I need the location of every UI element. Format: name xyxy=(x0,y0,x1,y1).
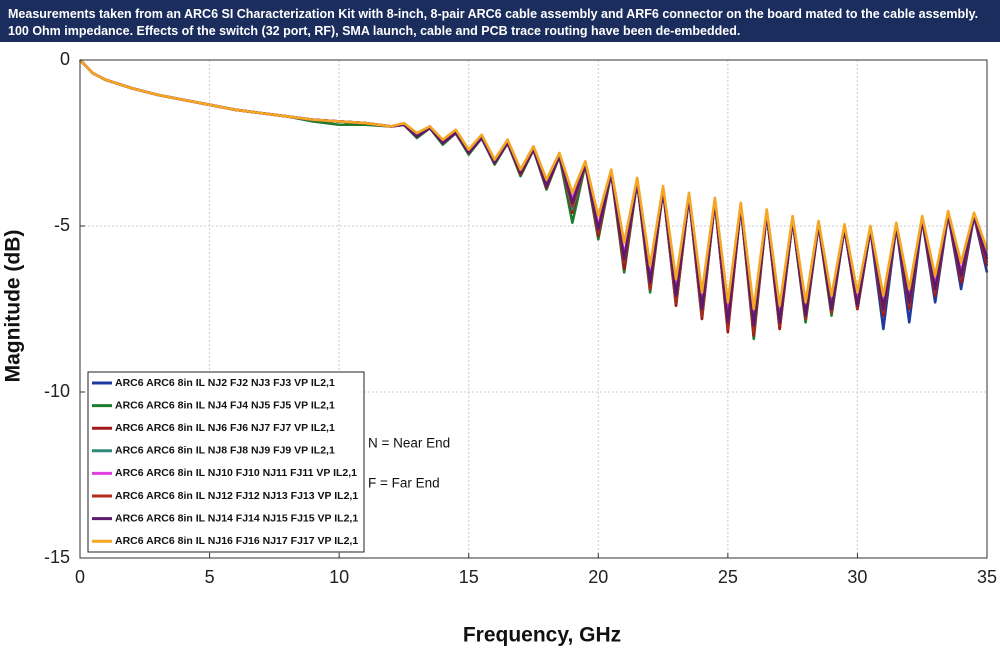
plot-frame xyxy=(79,59,988,559)
legend-label: ARC6 ARC6 8in IL NJ8 FJ8 NJ9 FJ9 VP IL2,… xyxy=(115,445,335,457)
y-tick-label: -15 xyxy=(44,547,70,567)
legend-label: ARC6 ARC6 8in IL NJ2 FJ2 NJ3 FJ3 VP IL2,… xyxy=(115,377,335,389)
x-tick-label: 35 xyxy=(977,567,997,587)
x-tick-label: 25 xyxy=(718,567,738,587)
x-tick-label: 5 xyxy=(205,567,215,587)
annotation: N = Near End xyxy=(368,436,450,451)
legend-label: ARC6 ARC6 8in IL NJ10 FJ10 NJ11 FJ11 VP … xyxy=(115,467,357,479)
y-axis-label: Magnitude (dB) xyxy=(2,230,25,383)
legend-label: ARC6 ARC6 8in IL NJ12 FJ12 NJ13 FJ13 VP … xyxy=(115,490,358,502)
annotation: F = Far End xyxy=(368,476,440,491)
x-tick-label: 10 xyxy=(329,567,349,587)
y-tick-label: -10 xyxy=(44,381,70,401)
legend-box xyxy=(87,371,365,553)
header-line: 100 Ohm impedance. Effects of the switch… xyxy=(8,24,740,38)
y-tick-label: -5 xyxy=(54,215,70,235)
legend-label: ARC6 ARC6 8in IL NJ14 FJ14 NJ15 FJ15 VP … xyxy=(115,512,358,524)
x-tick-label: 20 xyxy=(588,567,608,587)
x-axis-label: Frequency, GHz xyxy=(463,624,621,647)
header-line: Measurements taken from an ARC6 SI Chara… xyxy=(8,7,978,21)
legend: ARC6 ARC6 8in IL NJ2 FJ2 NJ3 FJ3 VP IL2,… xyxy=(92,377,358,547)
legend-label: ARC6 ARC6 8in IL NJ4 FJ4 NJ5 FJ5 VP IL2,… xyxy=(115,399,335,411)
legend-label: ARC6 ARC6 8in IL NJ16 FJ16 NJ17 FJ17 VP … xyxy=(115,535,358,547)
lines xyxy=(79,59,989,341)
legend-label: ARC6 ARC6 8in IL NJ6 FJ6 NJ7 FJ7 VP IL2,… xyxy=(115,422,335,434)
x-tick-label: 15 xyxy=(459,567,479,587)
x-tick-label: 30 xyxy=(847,567,867,587)
ticks: 0-5-10-150 5 10 15 20 25 30 35 xyxy=(44,49,997,587)
y-tick-label: 0 xyxy=(60,49,70,69)
x-tick-label: 0 xyxy=(75,567,85,587)
series-line xyxy=(79,59,989,311)
header-band xyxy=(0,0,1000,42)
